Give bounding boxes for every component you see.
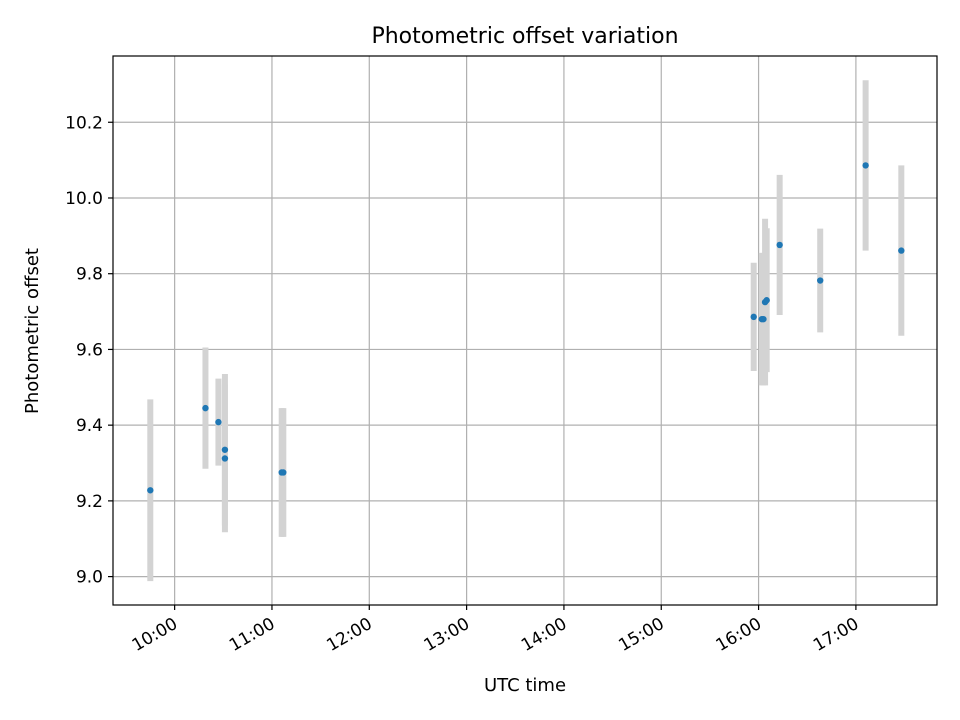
data-point: [776, 241, 783, 249]
x-tick-label: 10:00: [129, 614, 181, 656]
data-point: [280, 469, 287, 476]
y-tick-label: 9.8: [76, 265, 103, 285]
y-tick-label: 9.0: [76, 568, 103, 588]
y-axis: 9.0 9.2 9.4 9.6 9.8 10.0 10.2: [65, 113, 113, 588]
data-point: [215, 418, 222, 426]
data-point: [221, 446, 229, 453]
x-axis: 10:00 11:00 12:00 13:00 14:00 15:00 16:00 17:00: [129, 605, 862, 656]
y-tick-label: 10.0: [65, 189, 103, 209]
x-tick-label: 17:00: [810, 614, 862, 656]
data-point: [763, 297, 770, 304]
grid: [113, 56, 937, 605]
x-axis-label: UTC time: [484, 675, 566, 696]
data-point: [898, 247, 905, 254]
x-tick-label: 16:00: [713, 614, 765, 656]
data-points: [147, 162, 905, 494]
x-tick-label: 12:00: [323, 614, 375, 656]
y-axis-label: Photometric offset: [22, 248, 43, 414]
y-tick-label: 10.2: [65, 113, 103, 133]
x-tick-label: 13:00: [421, 614, 473, 656]
chart-title: Photometric offset variation: [371, 24, 678, 49]
data-point: [202, 404, 209, 412]
data-point: [147, 487, 154, 494]
data-point: [750, 313, 757, 321]
y-tick-label: 9.2: [76, 492, 103, 512]
data-point: [817, 277, 824, 284]
plot-frame: [112, 55, 938, 606]
data-point: [862, 162, 869, 169]
error-bars: [147, 80, 905, 582]
x-tick-label: 11:00: [226, 614, 278, 656]
x-tick-label: 15:00: [615, 614, 667, 656]
x-tick-label: 14:00: [518, 614, 570, 656]
y-tick-label: 9.6: [76, 340, 103, 360]
data-point: [221, 455, 229, 462]
y-tick-label: 9.4: [76, 416, 103, 436]
data-point: [760, 315, 767, 323]
